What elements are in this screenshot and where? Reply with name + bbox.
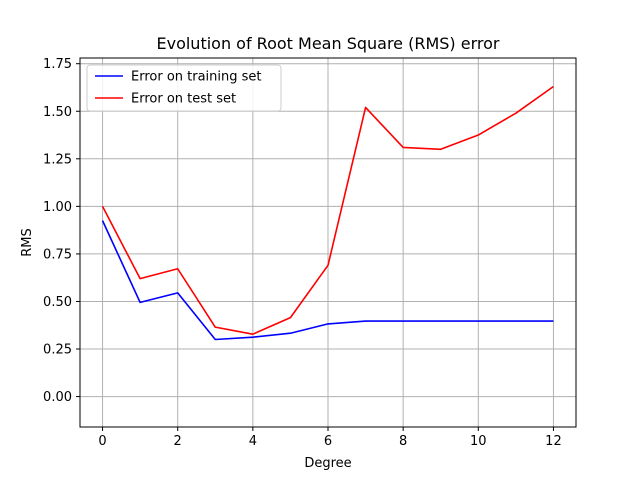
y-tick-label: 0.75 [43,247,72,262]
y-tick-label: 1.00 [43,200,72,215]
y-tick-label: 0.25 [43,343,72,358]
y-tick-label: 1.50 [43,105,72,120]
x-tick-label: 6 [324,434,332,449]
y-tick-label: 1.75 [43,57,72,72]
x-tick-label: 4 [249,434,257,449]
series-line-test [101,85,554,335]
x-tick-label: 2 [174,434,182,449]
y-tick-label: 1.25 [43,152,72,167]
x-tick-label: 12 [545,434,562,449]
series-lines [101,85,554,341]
grid [80,58,576,427]
x-tick-label: 10 [470,434,487,449]
legend: Error on training set Error on test set [86,64,282,112]
chart-title: Evolution of Root Mean Square (RMS) erro… [156,34,499,53]
y-tick-label: 0.50 [43,295,72,310]
x-tick-label: 0 [98,434,106,449]
legend-entry-label: Error on training set [131,70,262,85]
legend-entry-label: Error on test set [131,92,236,107]
series-line-training [101,220,554,341]
x-axis-label: Degree [304,456,351,471]
y-axis-label: RMS [20,228,35,257]
y-tick-label: 0.00 [43,390,72,405]
ticks: 0 2 4 6 8 10 12 0.00 0.25 0.50 0.75 1.00 1.25 1.50 1.7… [43,57,562,449]
x-tick-label: 8 [399,434,407,449]
legend-box [86,64,282,112]
